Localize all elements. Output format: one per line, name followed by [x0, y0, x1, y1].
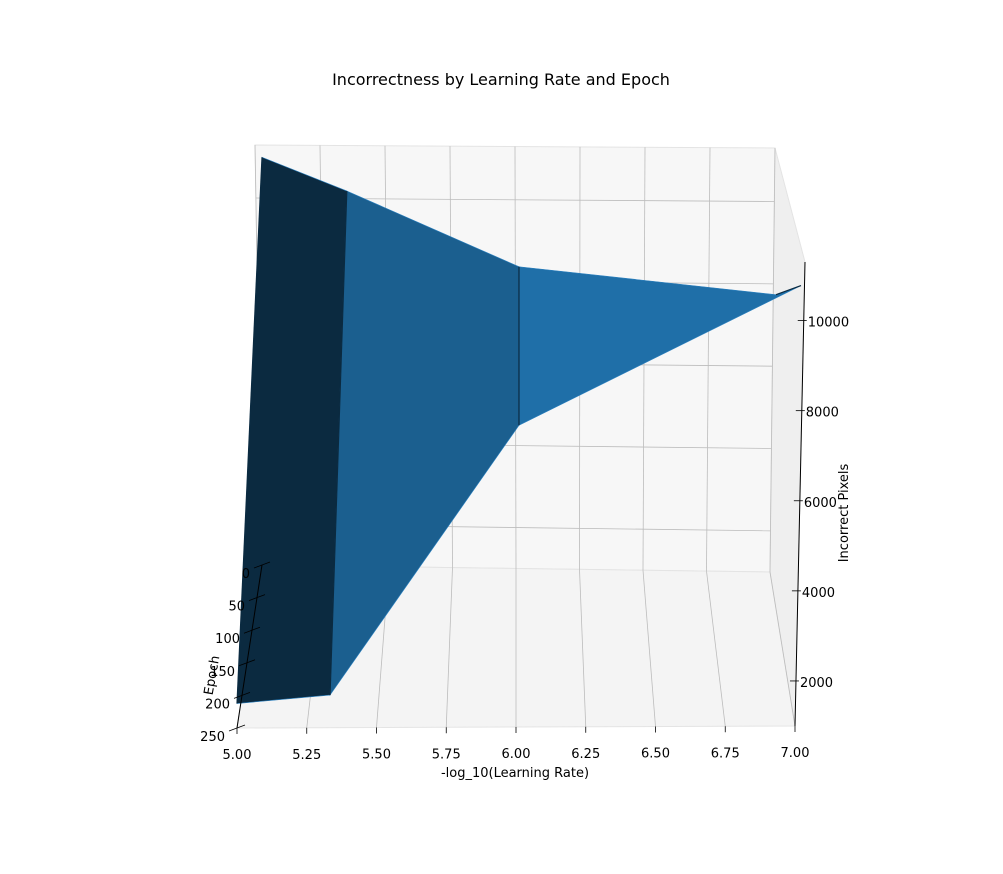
epoch-tick-label: 100 — [215, 632, 240, 647]
z-axis-label: Incorrect Pixels — [837, 463, 852, 562]
epoch-tick-mark — [248, 594, 266, 601]
x-tick-label: 7.00 — [781, 746, 810, 761]
z-tick-label: 2000 — [800, 676, 833, 691]
x-tick-label: 6.50 — [641, 747, 670, 762]
grid-line-x — [445, 567, 453, 728]
epoch-tick-label: 50 — [228, 600, 245, 615]
epoch-tick-mark — [253, 561, 271, 569]
z-tick-labels: 2000 4000 6000 8000 10000 — [789, 316, 849, 691]
z-tick-label: 10000 — [808, 316, 849, 331]
x-tick-label: 5.50 — [362, 748, 391, 763]
x-tick-label: 6.00 — [502, 747, 531, 762]
x-tick-label: 6.75 — [711, 746, 740, 761]
x-tick-labels: 5.00 5.25 5.50 5.75 6.00 6.25 6.50 6.75 7.00 — [223, 726, 810, 763]
epoch-tick-mark — [238, 659, 256, 667]
x-tick-label: 6.25 — [571, 747, 600, 762]
epoch-tick-mark — [243, 626, 261, 634]
x-tick-label: 5.00 — [223, 748, 252, 763]
grid-line-x — [769, 571, 796, 727]
surface-edge — [329, 190, 348, 696]
x-tick-label: 5.25 — [292, 748, 321, 763]
grid-line-x — [579, 569, 587, 727]
grid-line-x — [706, 571, 726, 727]
epoch-axis-label: Epoch — [202, 654, 224, 696]
x-tick-label: 5.75 — [432, 747, 461, 762]
epoch-tick-labels: 0 50 100 150 200 250 — [200, 561, 271, 745]
surface-plot — [236, 156, 802, 704]
epoch-tick-mark — [228, 724, 246, 732]
grid-line-x — [642, 570, 656, 727]
epoch-axis-line — [236, 564, 263, 729]
epoch-tick-label: 200 — [205, 697, 230, 712]
surface-edge — [775, 285, 802, 296]
z-axis-line — [794, 261, 806, 727]
epoch-tick-label: 250 — [200, 730, 225, 745]
grid-line-back — [769, 147, 776, 573]
z-tick-label: 8000 — [806, 406, 839, 421]
z-tick-label: 4000 — [802, 586, 835, 601]
epoch-tick-label: 0 — [242, 567, 250, 582]
chart-title: Incorrectness by Learning Rate and Epoch — [332, 70, 670, 89]
z-tick-label: 6000 — [804, 496, 837, 511]
epoch-tick-mark — [233, 692, 251, 699]
axis-lines — [236, 261, 806, 729]
grid-line-back — [706, 147, 711, 572]
epoch-tick-label: 150 — [210, 665, 235, 680]
x-axis-label: -log_10(Learning Rate) — [441, 766, 589, 781]
surface-edge — [236, 157, 263, 704]
